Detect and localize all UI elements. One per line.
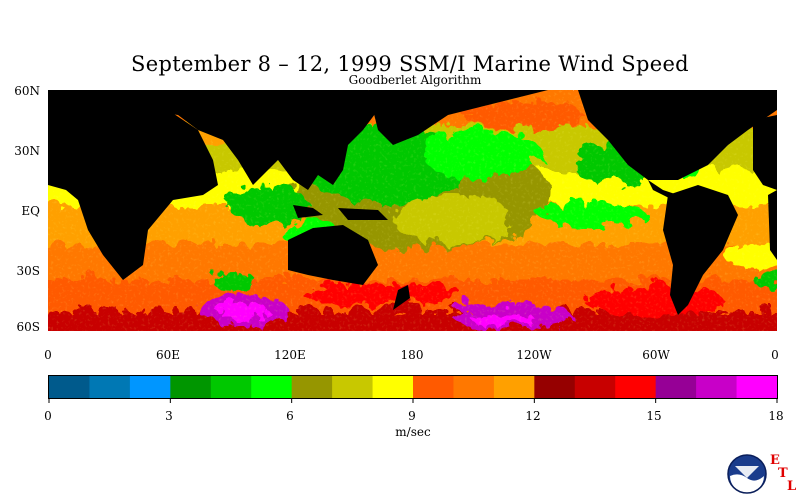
- colorbar-swatch: [49, 376, 90, 398]
- land-masses: [48, 90, 777, 315]
- colorbar-swatch: [129, 376, 171, 398]
- lat-label-30n: 30N: [14, 144, 40, 158]
- colorbar-tick-6: 6: [286, 409, 294, 423]
- colorbar-swatch: [453, 376, 495, 398]
- colorbar-swatch: [210, 376, 252, 398]
- lon-label-60w: 60W: [642, 348, 670, 362]
- colorbar-tick-15: 15: [646, 409, 662, 423]
- lat-label-60n: 60N: [14, 84, 40, 98]
- colorbar-swatch: [696, 376, 738, 398]
- lon-label-0-left: 0: [44, 348, 52, 362]
- colorbar-tick-3: 3: [165, 409, 173, 423]
- colorbar-swatch: [332, 376, 374, 398]
- colorbar-swatch: [655, 376, 697, 398]
- colorbar-swatch: [89, 376, 131, 398]
- etl-letter-l: L: [787, 479, 797, 494]
- etl-letter-e: E: [770, 453, 780, 468]
- wind-speed-map: [48, 90, 777, 331]
- colorbar-units: m/sec: [395, 425, 431, 439]
- lon-label-60e: 60E: [155, 348, 181, 362]
- colorbar: [48, 375, 778, 403]
- colorbar-tick-18: 18: [768, 409, 784, 423]
- colorbar-tick-12: 12: [525, 409, 541, 423]
- lon-label-0-right: 0: [771, 348, 779, 362]
- colorbar-swatch: [170, 376, 212, 398]
- lon-label-120w: 120W: [516, 348, 552, 362]
- chart-title: September 8 – 12, 1999 SSM/I Marine Wind…: [131, 52, 689, 76]
- colorbar-swatch: [291, 376, 333, 398]
- noaa-logo-icon: [727, 454, 767, 494]
- colorbar-swatch: [413, 376, 454, 398]
- lat-label-60s: 60S: [16, 320, 41, 334]
- lat-label-30s: 30S: [16, 264, 41, 278]
- colorbar-swatch: [736, 376, 778, 398]
- etl-letter-t: T: [778, 466, 788, 481]
- lon-label-180: 180: [400, 348, 424, 362]
- colorbar-tick-9: 9: [408, 409, 416, 423]
- colorbar-swatch: [574, 376, 616, 398]
- lon-label-120e: 120E: [274, 348, 306, 362]
- colorbar-swatch: [493, 376, 535, 398]
- colorbar-swatch: [251, 376, 293, 398]
- colorbar-tick-0: 0: [44, 409, 52, 423]
- colorbar-swatch: [534, 376, 576, 398]
- chart-subtitle: Goodberlet Algorithm: [348, 73, 482, 87]
- lat-label-eq: EQ: [21, 204, 40, 218]
- colorbar-swatch: [372, 376, 414, 398]
- colorbar-swatch: [615, 376, 657, 398]
